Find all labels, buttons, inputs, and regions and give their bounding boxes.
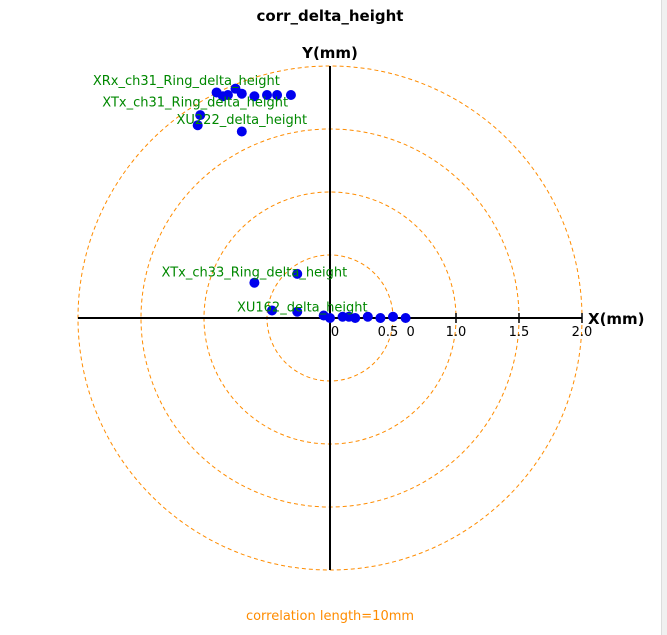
data-point <box>325 313 335 323</box>
point-label: XTx_ch33_Ring_delta_height <box>162 265 348 280</box>
y-axis-label: Y(mm) <box>301 44 358 62</box>
x-tick-label-5: 2.0 <box>572 325 593 340</box>
chart-title: corr_delta_height <box>257 7 404 25</box>
data-point <box>388 311 398 322</box>
data-point <box>262 89 272 100</box>
data-point <box>192 120 203 131</box>
point-label: XU222_delta_height <box>176 113 307 128</box>
point-labels: XRx_ch31_Ring_delta_height XTx_ch31_Ring_… <box>93 74 368 316</box>
point-label: XU162_delta_height <box>237 301 368 316</box>
point-label: XRx_ch31_Ring_delta_height <box>93 74 280 89</box>
data-point <box>249 91 260 102</box>
window-edge <box>661 0 667 635</box>
data-point <box>236 88 247 99</box>
x-axis-label: X(mm) <box>588 310 645 328</box>
x-tick-label-2: 0 <box>406 325 414 340</box>
data-point <box>236 126 247 137</box>
data-point <box>195 110 206 121</box>
data-point <box>400 313 411 323</box>
data-point <box>375 313 386 323</box>
data-points <box>192 83 411 323</box>
data-point <box>362 311 373 322</box>
x-tick-label-3: 1.0 <box>446 325 467 340</box>
data-point <box>292 268 303 279</box>
x-tick-labels: 0 0.5 0 1.0 1.5 2.0 <box>331 313 592 340</box>
data-point <box>350 313 361 323</box>
data-point <box>267 305 278 316</box>
data-point <box>222 89 233 100</box>
point-label: XTx_ch31_Ring_delta_height <box>102 95 288 110</box>
x-tick-label-0: 0 <box>331 325 339 340</box>
data-point <box>285 89 296 100</box>
x-tick-label-1: 0.5 <box>378 325 399 340</box>
data-point <box>249 277 260 288</box>
data-point <box>272 89 283 100</box>
chart-footer: correlation length=10mm <box>246 609 414 624</box>
x-tick-label-4: 1.5 <box>509 325 530 340</box>
data-point <box>292 306 303 317</box>
